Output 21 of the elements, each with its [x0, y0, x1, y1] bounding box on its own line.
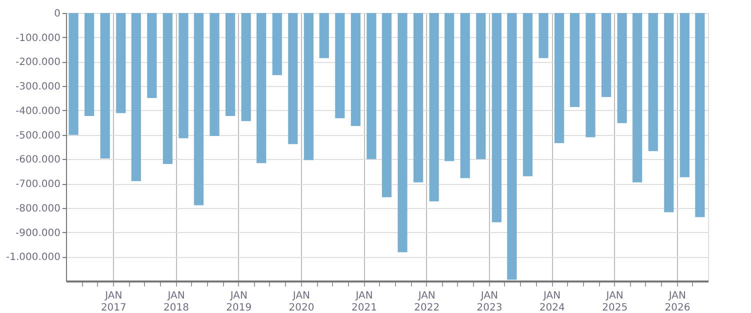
- y-tick-label: -200.000: [16, 57, 60, 68]
- x-tick-label: JAN 2026: [664, 290, 690, 313]
- x-tick-label: JAN 2017: [100, 290, 126, 313]
- y-tick-label: -800.000: [16, 203, 60, 214]
- x-tick-label: JAN 2019: [226, 290, 252, 313]
- x-tick-label: JAN 2023: [476, 290, 502, 313]
- y-tick-label: -600.000: [16, 154, 60, 166]
- x-tick-label: JAN 2018: [164, 290, 189, 313]
- x-tick-label: JAN 2020: [288, 290, 314, 313]
- y-tick-label: -1.000.000: [6, 252, 60, 264]
- y-tick-label: -700.000: [16, 179, 60, 190]
- x-tick-label: JAN 2025: [602, 290, 628, 313]
- y-tick-label: -400.000: [16, 106, 60, 117]
- y-tick-label: -900.000: [16, 228, 60, 239]
- x-tick-label: JAN 2021: [352, 290, 377, 313]
- y-tick-label: -100.000: [16, 32, 60, 44]
- x-tick-label: JAN 2024: [539, 290, 565, 313]
- x-tick-label: JAN 2022: [414, 290, 440, 313]
- y-tick-label: 0: [54, 8, 60, 20]
- y-tick-label: -500.000: [16, 130, 60, 142]
- y-tick-label: -300.000: [16, 82, 60, 93]
